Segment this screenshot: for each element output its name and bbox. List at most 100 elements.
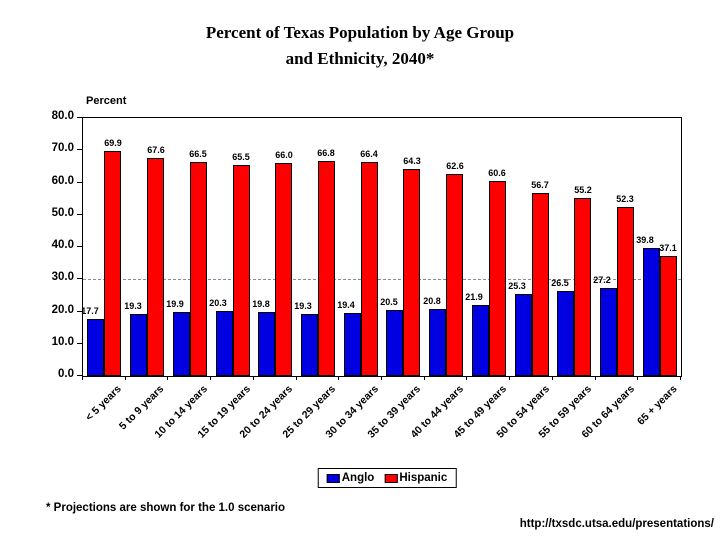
value-label-anglo: 25.3 (508, 281, 526, 291)
x-tick-mark (167, 376, 168, 380)
bar-hispanic (147, 158, 164, 376)
bar-hispanic (574, 198, 591, 376)
x-tick-mark (338, 376, 339, 380)
value-label-hispanic: 66.5 (189, 149, 207, 159)
bar-hispanic (403, 169, 420, 376)
legend-label-anglo: Anglo (341, 472, 375, 484)
y-tick-mark (77, 343, 82, 344)
x-axis-label: < 5 years (82, 383, 124, 424)
value-label-anglo: 17.7 (81, 306, 99, 316)
bar-anglo (386, 310, 403, 376)
y-tick-label: 50.0 (51, 207, 74, 219)
bar-anglo (515, 294, 532, 376)
y-tick-mark (77, 246, 82, 247)
bar-hispanic (233, 165, 250, 376)
value-label-hispanic: 37.1 (659, 243, 677, 253)
bar-anglo (643, 248, 660, 376)
value-label-hispanic: 55.2 (574, 185, 592, 195)
y-tick-mark (77, 117, 82, 118)
bar-anglo (87, 319, 104, 376)
x-tick-mark (381, 376, 382, 380)
bar-hispanic (532, 193, 549, 376)
value-label-anglo: 19.4 (337, 300, 355, 310)
y-tick-label: 30.0 (51, 271, 74, 283)
bar-anglo (557, 291, 574, 376)
y-tick-mark (77, 311, 82, 312)
y-tick-mark (77, 149, 82, 150)
bar-hispanic (104, 151, 121, 376)
bar-hispanic (190, 162, 207, 376)
value-label-anglo: 20.3 (209, 298, 227, 308)
bar-hispanic (660, 256, 677, 376)
x-tick-mark (82, 376, 83, 380)
legend-item-anglo: Anglo (326, 472, 375, 484)
legend-label-hispanic: Hispanic (399, 472, 448, 484)
bar-anglo (344, 313, 361, 376)
chart-title: Percent of Texas Population by Age Group… (0, 20, 720, 71)
bar-anglo (600, 288, 617, 376)
bar-anglo (429, 309, 446, 376)
value-label-hispanic: 66.0 (275, 150, 293, 160)
x-tick-mark (509, 376, 510, 380)
y-tick-label: 80.0 (51, 110, 74, 122)
value-label-anglo: 21.9 (465, 292, 483, 302)
bar-hispanic (318, 161, 335, 376)
value-label-hispanic: 64.3 (403, 156, 421, 166)
legend-item-hispanic: Hispanic (384, 472, 447, 484)
value-label-anglo: 20.5 (380, 297, 398, 307)
legend: Anglo Hispanic (317, 468, 457, 488)
x-tick-mark (637, 376, 638, 380)
y-tick-label: 20.0 (51, 304, 74, 316)
bar-hispanic (275, 163, 292, 376)
x-axis-label: 65 + years (634, 383, 680, 428)
value-label-anglo: 19.3 (294, 301, 312, 311)
value-label-anglo: 19.3 (124, 301, 142, 311)
bar-anglo (301, 314, 318, 376)
value-label-hispanic: 66.8 (317, 148, 335, 158)
x-tick-mark (466, 376, 467, 380)
title-line-1: Percent of Texas Population by Age Group (205, 23, 515, 42)
value-label-hispanic: 62.6 (446, 161, 464, 171)
value-label-hispanic: 67.6 (147, 145, 165, 155)
y-tick-mark (77, 214, 82, 215)
bar-anglo (472, 305, 489, 376)
plot-area: 17.7 69.9 19.3 67.6 19.9 66.5 20.3 65.5 19.8 66.0… (81, 117, 682, 377)
value-label-hispanic: 56.7 (531, 180, 549, 190)
y-tick-mark (77, 182, 82, 183)
bar-anglo (130, 314, 147, 376)
source-url-link[interactable]: http://txsdc.utsa.edu/presentations/ (519, 518, 714, 530)
y-tick-label: 60.0 (51, 175, 74, 187)
y-tick-label: 40.0 (51, 239, 74, 251)
dashed-gridline (83, 279, 681, 280)
value-label-hispanic: 65.5 (232, 152, 250, 162)
footnote: * Projections are shown for the 1.0 scen… (46, 502, 286, 514)
x-tick-mark (210, 376, 211, 380)
y-tick-label: 70.0 (51, 142, 74, 154)
x-tick-mark (125, 376, 126, 380)
x-tick-mark (424, 376, 425, 380)
bar-hispanic (361, 162, 378, 376)
value-label-anglo: 19.8 (252, 299, 270, 309)
title-line-2: and Ethnicity, 2040* (285, 48, 435, 68)
x-tick-mark (253, 376, 254, 380)
value-label-hispanic: 52.3 (616, 194, 634, 204)
x-tick-mark (552, 376, 553, 380)
y-tick-mark (77, 375, 82, 376)
x-tick-mark (296, 376, 297, 380)
value-label-anglo: 19.9 (166, 299, 184, 309)
value-label-anglo: 20.8 (423, 296, 441, 306)
value-label-anglo: 39.8 (636, 235, 654, 245)
bar-anglo (216, 311, 233, 376)
y-axis-title: Percent (86, 95, 127, 107)
value-label-anglo: 26.5 (551, 278, 569, 288)
bar-hispanic (617, 207, 634, 376)
bar-hispanic (446, 174, 463, 376)
bar-anglo (173, 312, 190, 376)
legend-swatch-hispanic (384, 473, 398, 483)
y-tick-label: 10.0 (51, 336, 74, 348)
bar-anglo (258, 312, 275, 376)
value-label-anglo: 27.2 (593, 275, 611, 285)
bar-hispanic (489, 181, 506, 376)
value-label-hispanic: 66.4 (360, 149, 378, 159)
